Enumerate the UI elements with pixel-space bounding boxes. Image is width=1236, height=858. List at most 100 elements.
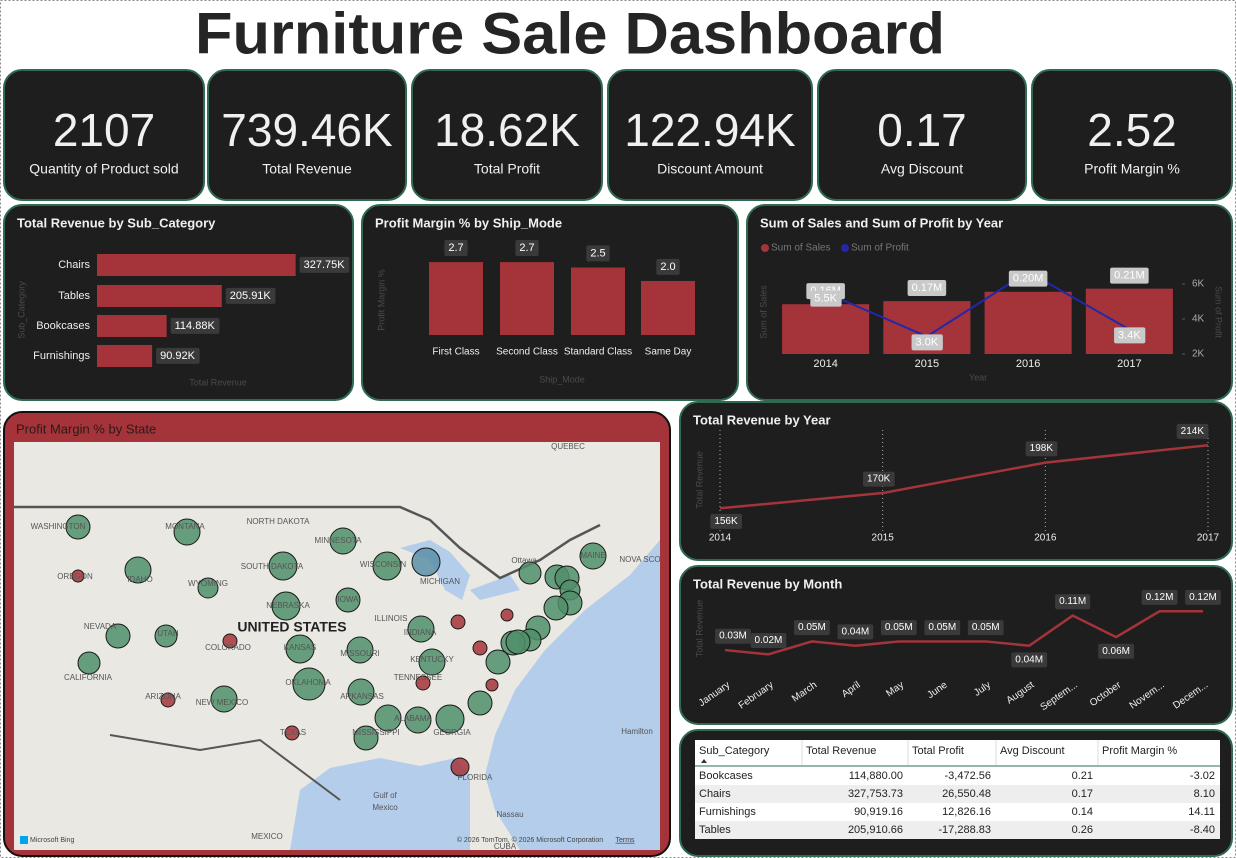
kpi-value: 2107 xyxy=(53,104,155,156)
data-label: 3.4K xyxy=(1118,329,1141,341)
map-label: IDAHO xyxy=(127,575,152,584)
data-label-group: 0.17M xyxy=(907,280,947,297)
data-label-group: 198K xyxy=(1025,441,1058,457)
kpi-label: Avg Discount xyxy=(881,161,963,177)
x-axis-label: Year xyxy=(969,372,987,382)
kpi-card xyxy=(817,69,1027,201)
state-bubble xyxy=(210,685,238,713)
y-axis-label: Total Revenue xyxy=(694,451,704,509)
y-axis-label: Total Revenue xyxy=(694,600,704,658)
x-tick-label: 2014 xyxy=(813,358,837,370)
category-label: Bookcases xyxy=(36,320,90,332)
border xyxy=(109,734,341,801)
state-bubble xyxy=(415,675,431,691)
kpi-label: Total Revenue xyxy=(262,161,352,177)
map-label: ALABAMA xyxy=(394,714,432,723)
map-label: WASHINGTON xyxy=(31,522,86,531)
kpi-label: Total Profit xyxy=(474,161,540,177)
map-label: Nassau xyxy=(496,810,523,819)
kpi-card xyxy=(607,69,813,201)
data-label-group: 114.88K xyxy=(170,317,220,334)
kpi-card xyxy=(411,69,603,201)
x-tick-label: 2015 xyxy=(872,533,895,544)
gulf xyxy=(290,758,470,850)
state-bubble xyxy=(374,704,402,732)
y2-tick-label: 6K xyxy=(1192,279,1205,290)
data-label-group: 2.5 xyxy=(586,245,610,262)
data-label-group: 214K xyxy=(1176,423,1209,439)
map-label: NEBRASKA xyxy=(266,601,310,610)
state-bubble xyxy=(335,587,361,613)
legend-label: Sum of Sales xyxy=(771,243,830,254)
map-label: OREGON xyxy=(57,572,93,581)
map-label: Hamilton xyxy=(621,727,653,736)
data-label: 0.17M xyxy=(912,282,943,294)
map-label: CALIFORNIA xyxy=(64,673,113,682)
data-label: 0.05M xyxy=(928,622,956,633)
state-bubble xyxy=(407,615,435,643)
map-label: Ottawa xyxy=(511,556,537,565)
state-bubble xyxy=(543,595,569,621)
state-bubble xyxy=(71,569,85,583)
category-label: First Class xyxy=(432,347,479,358)
data-label-box xyxy=(907,280,947,297)
data-label-box xyxy=(515,240,539,257)
x-axis-label: Total Revenue xyxy=(189,377,247,387)
table-header: Total Profit xyxy=(912,745,964,757)
legend-label: Sum of Profit xyxy=(851,243,909,254)
data-label-box xyxy=(1098,643,1134,659)
table-cell: 26,550.48 xyxy=(942,788,991,800)
map-label: WISCONSIN xyxy=(360,560,406,569)
state-bubble xyxy=(285,634,315,664)
data-label-box xyxy=(225,287,276,304)
map-label: NORTH DAKOTA xyxy=(247,517,310,526)
state-bubble xyxy=(450,614,466,630)
x-axis-label: Ship_Mode xyxy=(539,374,585,384)
x-tick-label: 2016 xyxy=(1016,358,1040,370)
data-label-group: 5.5K xyxy=(810,290,842,307)
state-bubble xyxy=(485,649,511,675)
ocean xyxy=(485,540,660,850)
table-cell: 0.14 xyxy=(1072,806,1093,818)
state-bubble xyxy=(500,608,514,622)
data-label: 0.11M xyxy=(1059,596,1086,607)
map-label: NEVADA xyxy=(84,622,117,631)
state-bubble xyxy=(124,556,152,584)
chart-card xyxy=(679,401,1233,561)
data-label-box xyxy=(967,620,1004,636)
state-bubble xyxy=(518,561,542,585)
map-label: Mexico xyxy=(372,803,398,812)
legend-marker xyxy=(761,244,769,252)
state-bubble xyxy=(271,591,301,621)
bar xyxy=(97,254,296,276)
table-cell: -17,288.83 xyxy=(938,824,991,836)
data-label-group: 2.7 xyxy=(515,240,539,257)
category-label: Tables xyxy=(58,290,90,302)
data-label-group: 156K xyxy=(710,513,743,529)
revenue-line xyxy=(724,610,1203,656)
map-label: TEXAS xyxy=(280,728,306,737)
y-axis-label: Sub_Category xyxy=(16,281,26,339)
data-label: 0.03M xyxy=(719,631,747,642)
bar xyxy=(97,315,167,337)
kpi-card xyxy=(1031,69,1233,201)
data-label-group: 3.0K xyxy=(911,334,943,351)
data-label: 2.7 xyxy=(448,242,463,254)
data-label: 5.5K xyxy=(814,293,837,305)
data-label-group: 0.04M xyxy=(837,624,874,640)
x-tick-label: 2017 xyxy=(1197,533,1220,544)
data-label: 0.05M xyxy=(885,622,913,633)
data-label-box xyxy=(299,256,350,273)
data-label: 90.92K xyxy=(160,350,196,362)
state-bubble xyxy=(105,623,131,649)
map-country: UNITED STATES xyxy=(237,619,346,635)
data-label-box xyxy=(1011,652,1048,668)
table-cell: Tables xyxy=(699,824,731,836)
state-bubble xyxy=(154,624,178,648)
data-label-group: 0.21M xyxy=(1110,267,1149,284)
table-cell: 327,753.73 xyxy=(848,788,903,800)
bar xyxy=(97,285,222,307)
data-label-group: 0.05M xyxy=(924,620,961,636)
data-label-box xyxy=(656,258,680,275)
data-label-box xyxy=(862,471,895,487)
